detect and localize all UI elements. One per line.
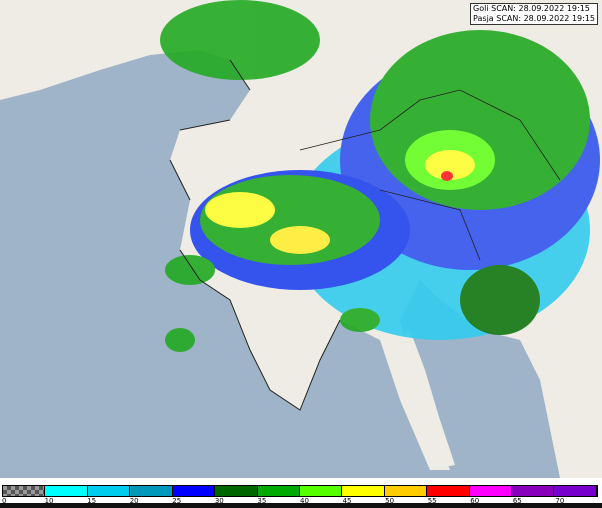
legend-label: 40 bbox=[300, 497, 309, 505]
legend-swatch bbox=[299, 486, 343, 496]
legend-label: 35 bbox=[257, 497, 267, 505]
legend-swatch bbox=[215, 486, 258, 496]
legend-label: 65 bbox=[512, 497, 522, 505]
radar-echoes bbox=[160, 0, 600, 352]
legend-swatch bbox=[384, 486, 428, 496]
legend-swatch bbox=[172, 486, 216, 496]
legend-label: 25 bbox=[172, 497, 182, 505]
legend-swatch bbox=[3, 486, 46, 496]
border-line bbox=[299, 89, 561, 261]
legend-label: 10 bbox=[44, 497, 54, 505]
radar-map[interactable] bbox=[0, 0, 602, 478]
legend-swatch bbox=[469, 486, 513, 496]
legend-label: 20 bbox=[129, 497, 139, 505]
scan-info-pasja: Pasja SCAN: 28.09.2022 19:15 bbox=[473, 14, 595, 23]
legend-swatch bbox=[512, 486, 555, 496]
legend-label: 45 bbox=[342, 497, 352, 505]
legend-label: 50 bbox=[385, 497, 395, 505]
legend-label: 15 bbox=[87, 497, 97, 505]
legend-labels: 0 10 15 20 25 30 35 40 45 50 55 60 65 70 bbox=[2, 497, 598, 505]
legend-label: 30 bbox=[214, 497, 224, 505]
legend-swatch bbox=[554, 486, 597, 496]
legend-bar bbox=[2, 485, 598, 497]
legend-swatch bbox=[257, 486, 300, 496]
legend-swatch bbox=[342, 486, 385, 496]
scan-info-goli: Goli SCAN: 28.09.2022 19:15 bbox=[473, 4, 590, 13]
legend-swatch bbox=[45, 486, 88, 496]
legend-swatch bbox=[87, 486, 131, 496]
legend-label: 60 bbox=[470, 497, 480, 505]
bottom-strip bbox=[0, 503, 602, 508]
coastline bbox=[169, 59, 341, 411]
legend-swatch bbox=[130, 486, 173, 496]
island-cres bbox=[395, 330, 455, 468]
legend-label: 55 bbox=[427, 497, 437, 505]
legend-label: 0 bbox=[2, 497, 7, 505]
legend-label: 70 bbox=[555, 497, 565, 505]
legend-swatch bbox=[427, 486, 470, 496]
scan-info-box: Goli SCAN: 28.09.2022 19:15 Pasja SCAN: … bbox=[470, 3, 598, 25]
